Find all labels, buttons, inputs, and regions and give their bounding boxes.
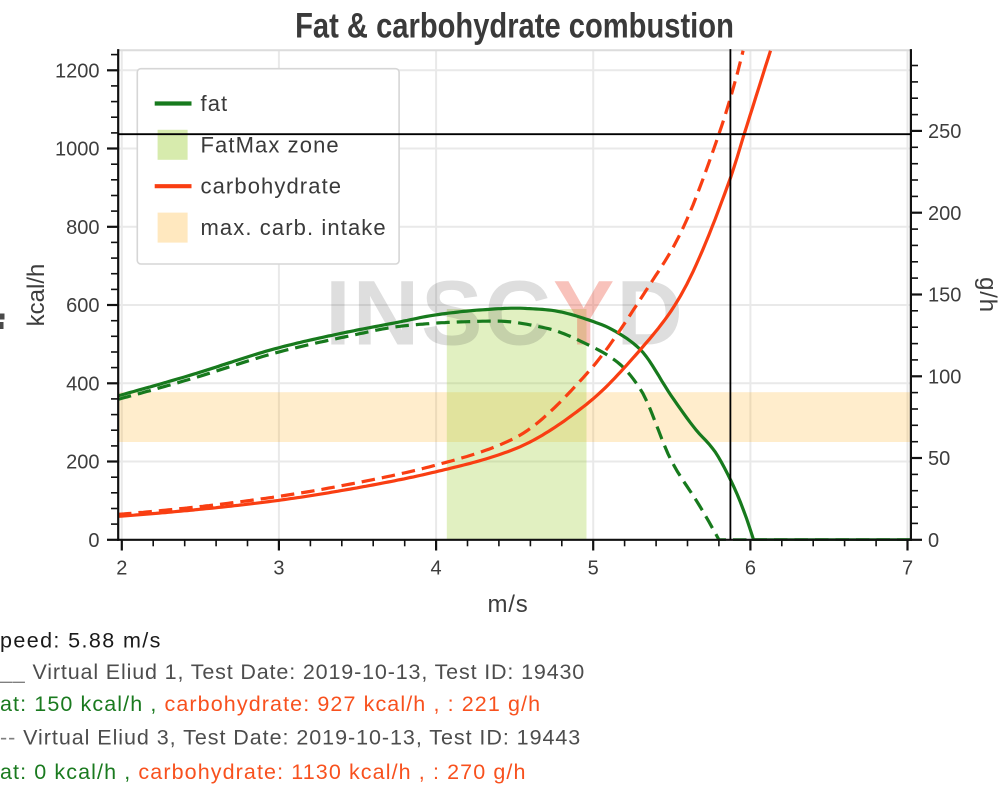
svg-text:250: 250 (928, 121, 961, 143)
svg-text:800: 800 (66, 217, 99, 239)
svg-text:5: 5 (588, 558, 599, 580)
svg-text:peed: 5.88 m/s: peed: 5.88 m/s (0, 629, 162, 653)
svg-text:0: 0 (928, 530, 939, 552)
svg-text:g/h: g/h (974, 277, 1000, 313)
svg-text:at: 0 kcal/h , carbohydrate: 1: at: 0 kcal/h , carbohydrate: 1130 kcal/h… (0, 760, 527, 784)
svg-text:3: 3 (273, 558, 284, 580)
svg-text:-- Virtual Eliud 3, Test Date:: -- Virtual Eliud 3, Test Date: 2019-10-1… (0, 726, 581, 750)
svg-text:fat: fat (201, 91, 229, 116)
svg-text:kcal/h: kcal/h (23, 264, 50, 327)
svg-text:2: 2 (116, 558, 127, 580)
svg-text:4: 4 (431, 558, 442, 580)
svg-text:7: 7 (902, 558, 913, 580)
svg-text:600: 600 (66, 295, 99, 317)
svg-text:__ Virtual Eliud 1, Test Date:: __ Virtual Eliud 1, Test Date: 2019-10-1… (0, 660, 585, 684)
svg-text:max. carb. intake: max. carb. intake (201, 215, 387, 240)
svg-text:FatMax zone: FatMax zone (201, 132, 340, 157)
svg-text:0: 0 (88, 530, 99, 552)
svg-text:m/s: m/s (487, 591, 528, 618)
svg-text:400: 400 (66, 374, 99, 396)
svg-text:150: 150 (928, 285, 961, 307)
svg-text:100: 100 (928, 367, 961, 389)
svg-text:Fat & carbohydrate combustion: Fat & carbohydrate combustion (295, 6, 734, 45)
svg-text:200: 200 (928, 203, 961, 225)
svg-text:6: 6 (745, 558, 756, 580)
svg-text:carbohydrate: carbohydrate (201, 174, 343, 199)
svg-text:200: 200 (66, 452, 99, 474)
svg-text:at: 150 kcal/h , carbohydrate:: at: 150 kcal/h , carbohydrate: 927 kcal/… (0, 692, 541, 716)
svg-text:1200: 1200 (55, 61, 100, 83)
svg-text:50: 50 (928, 448, 950, 470)
svg-text:INSCYD: INSCYD (325, 263, 685, 365)
svg-text:1000: 1000 (55, 139, 100, 161)
